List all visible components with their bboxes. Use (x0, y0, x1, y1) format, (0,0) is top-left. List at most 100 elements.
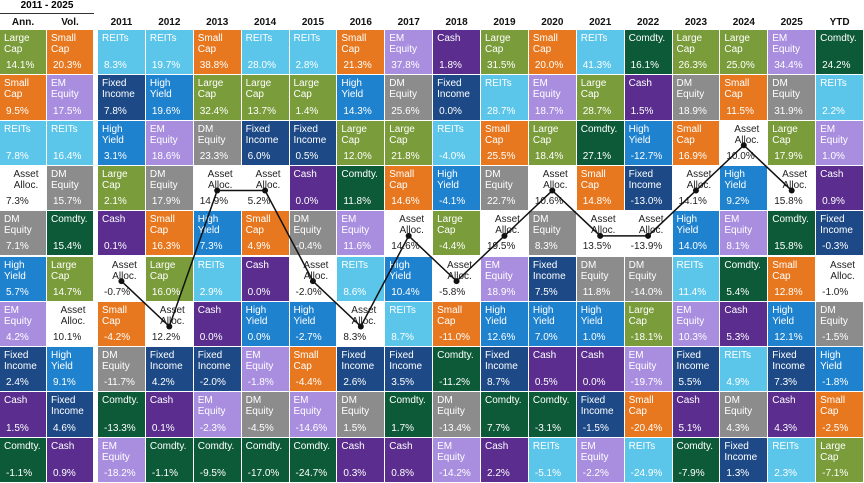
cell-label: Comdty. (197, 440, 235, 452)
cell-label: Small Cap (389, 168, 415, 191)
cell-label: Small Cap (485, 123, 511, 146)
cell-value: 18.4% (534, 150, 564, 162)
cell-value: 0.5% (295, 150, 319, 162)
cell-label: Fixed Income (102, 78, 135, 101)
cell: Cash 0.9% (816, 165, 863, 211)
cell-value: 2.6% (343, 377, 367, 389)
cell-label: EM Equity (389, 33, 418, 55)
cell: High Yield 19.6% (145, 75, 193, 120)
cell: High Yield -12.7% (624, 120, 672, 165)
cell-label: REITs (485, 78, 512, 90)
cell-value: 2.2% (487, 467, 510, 479)
cell-value: 14.6% (391, 241, 420, 253)
cell: Large Cap 14.1% (0, 30, 46, 75)
cell-value: -0.3% (822, 241, 849, 253)
cell-label: Fixed Income (724, 440, 758, 463)
cell-label: REITs (532, 440, 560, 452)
column-header: 2025 (780, 17, 803, 28)
cell-value: 7.8% (6, 150, 29, 162)
cell: Fixed Income 0.0% (433, 75, 480, 120)
cell: Asset Alloc. 15.8% (768, 165, 816, 211)
cell-value: 16.1% (630, 60, 659, 72)
cell: High Yield 3.1% (98, 120, 145, 165)
cell-value: 0.8% (391, 467, 415, 479)
cell-value: 14.9% (199, 196, 229, 208)
cell-value: 15.7% (53, 196, 82, 208)
cell-value: 12.6% (487, 332, 516, 344)
cell-value: 4.6% (53, 422, 76, 434)
column-header: Ann. (11, 17, 35, 28)
cell-value: -11.0% (439, 332, 471, 344)
cell: Large Cap 21.8% (385, 120, 433, 165)
cell-label: REITs (724, 350, 752, 362)
cell-value: 2.9% (199, 286, 223, 298)
cell-value: 21.8% (391, 150, 420, 162)
cell-value: 8.7% (391, 332, 415, 344)
cell-label: High Yield (628, 123, 651, 146)
cell-label: Comdty. (341, 168, 378, 180)
cell: Cash 4.3% (768, 392, 816, 437)
cell: REITs 28.7% (481, 75, 528, 120)
cell-label: Comdty. (772, 214, 809, 226)
cell: Fixed Income 0.5% (289, 120, 337, 165)
cell: EM Equity -14.2% (433, 437, 480, 482)
cell-value: -13.3% (104, 422, 136, 434)
cell-label: Large Cap (102, 168, 128, 191)
cell-value: 20.0% (534, 60, 564, 72)
cell-label: Asset Alloc. (782, 168, 808, 191)
cell-value: -13.4% (439, 422, 471, 434)
cell: Fixed Income -0.3% (816, 211, 863, 256)
cell-label: Large Cap (245, 78, 272, 101)
cell-label: Large Cap (580, 78, 607, 101)
cell-label: REITs (293, 33, 321, 44)
cell-label: Cash (102, 214, 126, 226)
cell: Comdty. -13.3% (98, 392, 145, 437)
cell-label: DM Equity (102, 350, 130, 373)
cell-value: 28.0% (247, 60, 276, 72)
cell-value: 7.0% (534, 332, 558, 344)
cell-value: 10.6% (534, 196, 564, 208)
cell: Large Cap -7.1% (816, 437, 863, 482)
cell: Large Cap 17.9% (768, 120, 816, 165)
cell-label: Fixed Income (245, 123, 279, 146)
cell-label: Cash (341, 440, 365, 452)
cell: Large Cap 32.4% (193, 75, 241, 120)
cell-label: High Yield (437, 168, 459, 191)
cell-value: 25.6% (391, 105, 420, 117)
cell: Asset Alloc. 14.6% (385, 211, 433, 256)
cell-label: Comdty. (628, 33, 666, 44)
cell: REITs 8.6% (337, 256, 385, 301)
cell-value: 0.0% (247, 332, 271, 344)
cell-value: -14.6% (295, 422, 328, 434)
cell-value: 0.0% (247, 286, 271, 298)
cell-value: 10.3% (678, 332, 707, 344)
cell-value: 0.0% (199, 332, 223, 344)
cell-label: DM Equity (149, 168, 178, 191)
cell-label: Cash (4, 395, 28, 407)
cell: Large Cap 31.5% (481, 30, 528, 75)
cell-value: -2.2% (582, 467, 609, 479)
cell: Comdty. 24.2% (816, 30, 863, 75)
cell-label: EM Equity (772, 33, 801, 55)
cell: Cash 1.8% (433, 30, 480, 75)
cell: Small Cap -4.4% (289, 347, 337, 392)
cell: Large Cap -18.1% (624, 301, 672, 347)
cell: Fixed Income -13.0% (624, 165, 672, 211)
cell-value: 31.9% (774, 105, 803, 117)
column-header: 2024 (732, 17, 755, 28)
cell-label: EM Equity (245, 350, 274, 373)
cell: Asset Alloc. 19.5% (481, 211, 528, 256)
cell: Small Cap 16.3% (145, 211, 193, 256)
cell-label: Fixed Income (437, 78, 470, 101)
cell-value: 26.3% (678, 60, 707, 72)
cell-label: EM Equity (102, 440, 130, 463)
cell-value: 19.7% (151, 60, 181, 72)
cell-label: High Yield (293, 304, 316, 327)
cell-label: Large Cap (51, 259, 77, 282)
cell-value: -1.5% (582, 422, 609, 434)
cell: REITs 8.7% (385, 301, 433, 347)
cell: High Yield -1.8% (816, 347, 863, 392)
cell-value: -9.5% (199, 467, 226, 479)
cell: EM Equity -19.7% (624, 347, 672, 392)
